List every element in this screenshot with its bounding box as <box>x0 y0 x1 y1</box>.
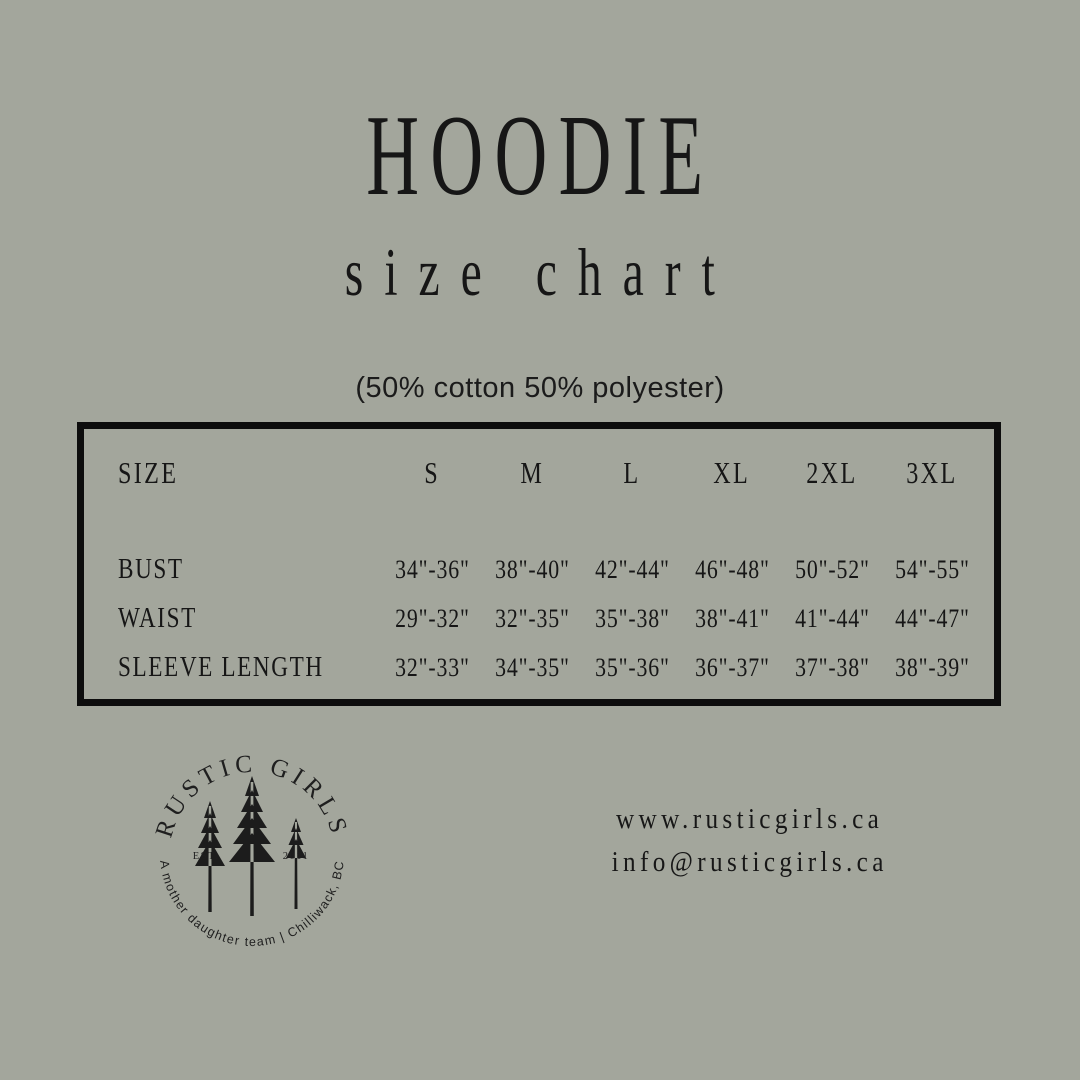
size-value-cell: 42"-44" <box>594 554 670 584</box>
size-value-cell: 44"-47" <box>894 603 970 633</box>
size-value-cell: 50"-52" <box>794 554 870 584</box>
logo-est-year: 2011 <box>283 851 310 862</box>
size-value-cell: 32"-35" <box>494 603 570 633</box>
table-header-row: SIZE S M L XL 2XL 3XL <box>118 429 982 517</box>
email-address: info@rusticgirls.ca <box>611 846 889 878</box>
table-row-waist: WAIST 29"-32" 32"-35" 35"-38" 38"-41" 41… <box>118 594 982 643</box>
size-chart-table: SIZE S M L XL 2XL 3XL BUST <box>77 422 1001 706</box>
size-value-cell: 34"-35" <box>494 652 570 682</box>
size-value-cell: 46"-48" <box>694 554 770 584</box>
table-header-gap <box>118 517 982 545</box>
row-label-bust: BUST <box>118 553 184 585</box>
row-label-waist: WAIST <box>118 602 197 634</box>
size-value-cell: 32"-33" <box>394 652 470 682</box>
row-label-sleeve-length: SLEEVE LENGTH <box>118 651 324 683</box>
column-header-l: L <box>623 455 641 490</box>
website-url: www.rusticgirls.ca <box>616 803 884 835</box>
page-subtitle-text: size chart <box>344 234 736 310</box>
size-value-cell: 54"-55" <box>894 554 970 584</box>
pine-trees-icon <box>195 776 306 916</box>
size-value-cell: 38"-41" <box>694 603 770 633</box>
size-value-cell: 36"-37" <box>694 652 770 682</box>
size-corner-label: SIZE <box>118 455 179 490</box>
size-value-cell: 29"-32" <box>394 603 470 633</box>
page-title: HOODIE <box>0 96 1080 216</box>
size-value-cell: 38"-40" <box>494 554 570 584</box>
material-note: (50% cotton 50% polyester) <box>355 372 725 404</box>
page-subtitle: size chart <box>0 236 1080 308</box>
size-value-cell: 37"-38" <box>794 652 870 682</box>
size-value-cell: 35"-38" <box>594 603 670 633</box>
table-row-bust: BUST 34"-36" 38"-40" 42"-44" 46"-48" 50"… <box>118 545 982 594</box>
column-header-3xl: 3XL <box>906 455 958 490</box>
column-header-2xl: 2XL <box>806 455 858 490</box>
size-value-cell: 41"-44" <box>794 603 870 633</box>
size-value-cell: 34"-36" <box>394 554 470 584</box>
column-header-xl: XL <box>713 455 751 490</box>
contact-block: www.rusticgirls.ca info@rusticgirls.ca <box>555 798 945 884</box>
page-title-text: HOODIE <box>365 92 715 220</box>
logo-est-label: EST. <box>193 851 220 862</box>
size-value-cell: 35"-36" <box>594 652 670 682</box>
column-header-s: S <box>424 455 440 490</box>
size-value-cell: 38"-39" <box>894 652 970 682</box>
column-header-m: M <box>520 455 544 490</box>
table-row-sleeve-length: SLEEVE LENGTH 32"-33" 34"-35" 35"-36" 36… <box>118 643 982 692</box>
rustic-girls-logo: RUSTIC GIRLS EST. 2011 A mother daughter… <box>151 750 349 949</box>
